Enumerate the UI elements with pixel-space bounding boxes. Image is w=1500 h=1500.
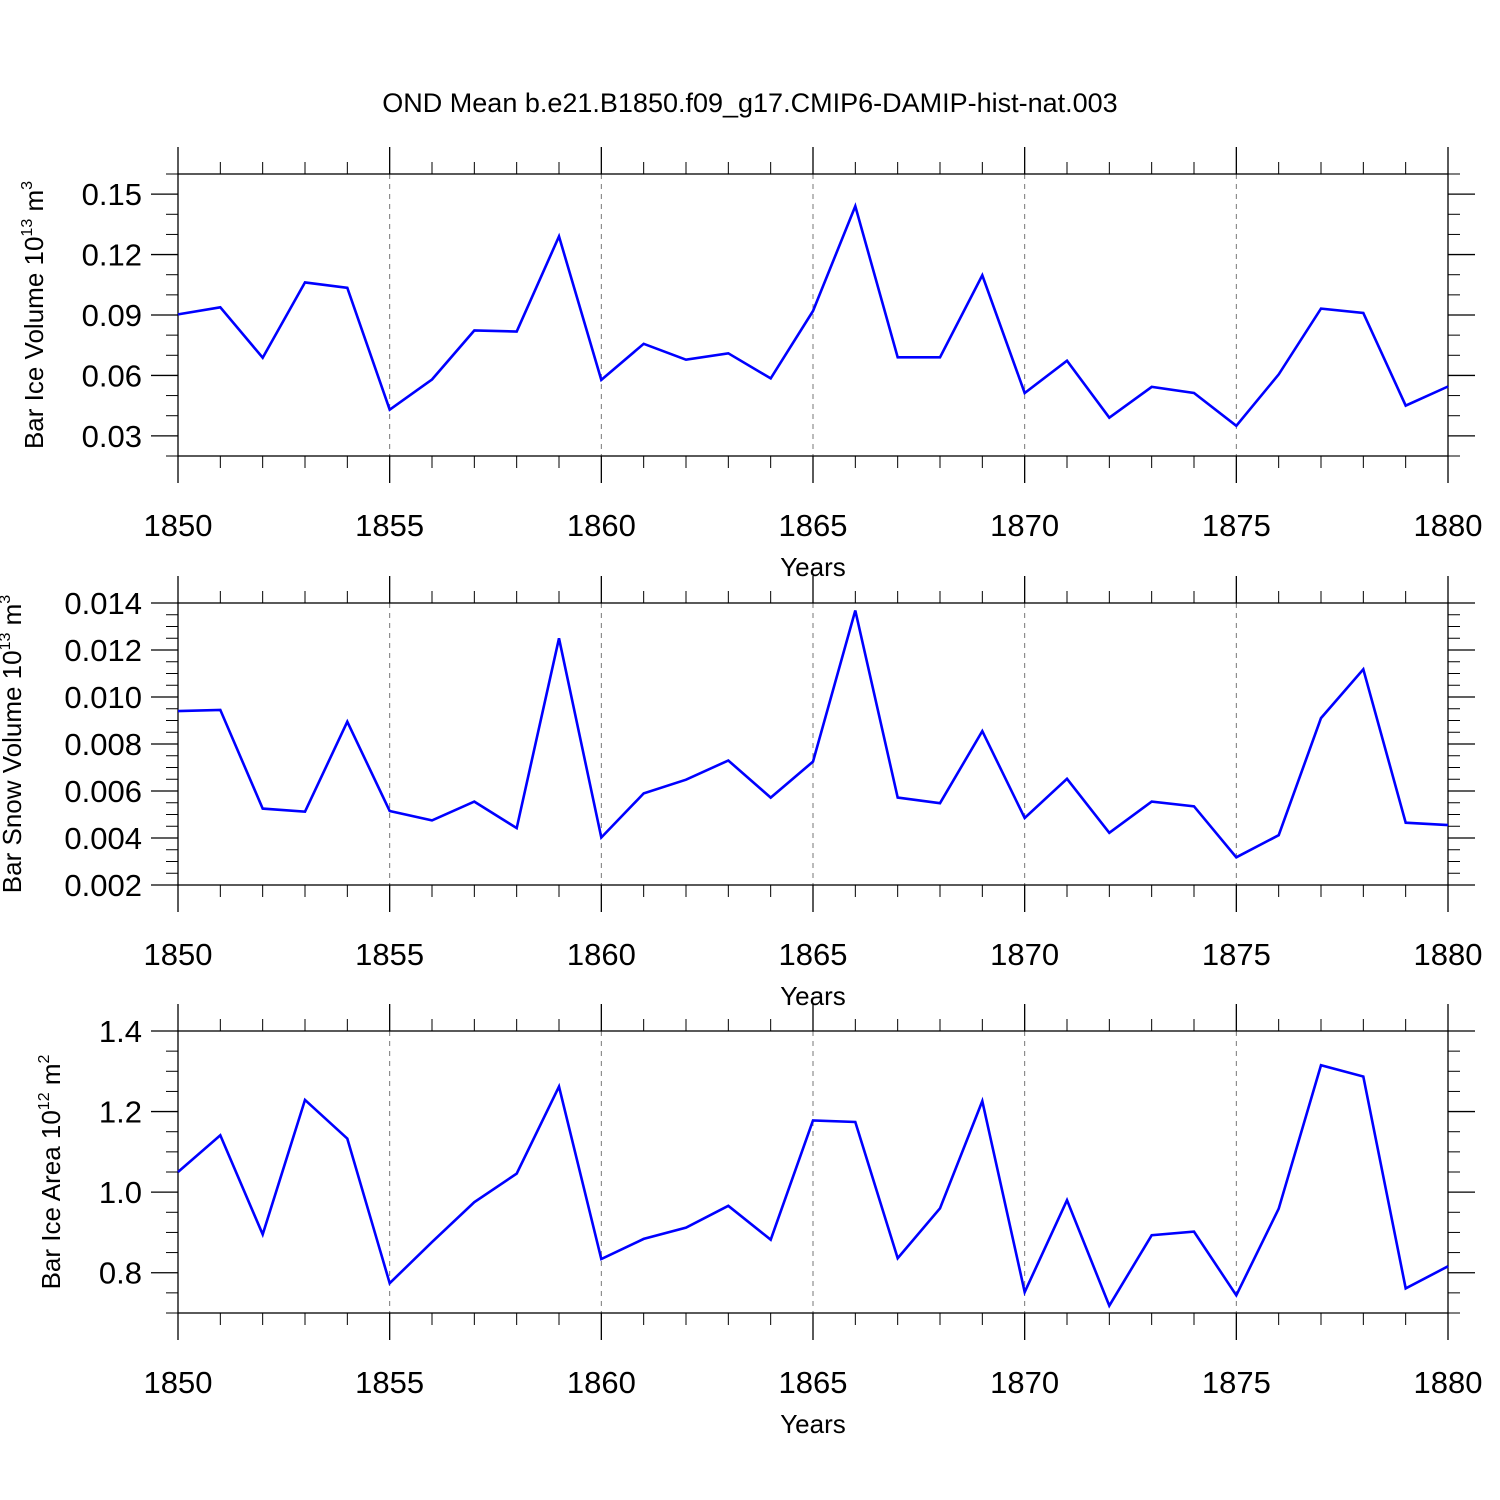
y-tick-label: 0.03: [82, 419, 142, 454]
x-tick-label: 1870: [990, 508, 1059, 543]
y-tick-label: 1.2: [99, 1095, 142, 1130]
panel-3: 0.8 1.0 1.2 1.4 1850 1855 1860 1865 1870 1875 1880…: [36, 1004, 1482, 1439]
y-tick-label: 0.15: [82, 177, 142, 212]
x-tick-label: 1855: [355, 508, 424, 543]
x-tick-label: 1870: [990, 937, 1059, 972]
y-tick-label: 0.014: [64, 586, 142, 621]
x-tick-label: 1875: [1202, 1365, 1271, 1400]
x-tick-label: 1855: [355, 937, 424, 972]
y-tick-label: 1.0: [99, 1175, 142, 1210]
x-tick-label: 1880: [1414, 937, 1483, 972]
y-tick-label: 0.010: [64, 680, 142, 715]
x-tick-label: 1880: [1414, 1365, 1483, 1400]
y-tick-label: 0.12: [82, 238, 142, 273]
series-line: [177, 202, 1449, 428]
panel-2: 0.002 0.004 0.006 0.008 0.010 0.012 0.014 1850 1…: [0, 576, 1482, 1011]
y-tick-label: 0.004: [64, 821, 142, 856]
panel-1: 0.03 0.06 0.09 0.12 0.15 1850 1855 1860 1865 1870…: [19, 147, 1482, 582]
y-tick-label: 0.06: [82, 358, 142, 393]
x-tick-label: 1880: [1414, 508, 1483, 543]
y-tick-label: 0.09: [82, 298, 142, 333]
x-tick-label: 1865: [779, 1365, 848, 1400]
y-tick-label: 0.012: [64, 633, 142, 668]
series-line: [177, 610, 1449, 859]
x-tick-label: 1860: [567, 508, 636, 543]
x-tick-label: 1875: [1202, 508, 1271, 543]
x-tick-label: 1860: [567, 1365, 636, 1400]
y-tick-label: 0.002: [64, 868, 142, 903]
series-line: [177, 1063, 1449, 1309]
panels: 0.03 0.06 0.09 0.12 0.15 1850 1855 1860 1865 1870…: [0, 147, 1482, 1439]
x-tick-label: 1850: [144, 508, 213, 543]
y-axis-label: Bar Snow Volume 1013 m3: [0, 595, 27, 894]
plot-frame: [177, 173, 1449, 457]
y-tick-label: 0.006: [64, 774, 142, 809]
x-tick-label: 1875: [1202, 937, 1271, 972]
figure-title: OND Mean b.e21.B1850.f09_g17.CMIP6-DAMIP…: [382, 88, 1117, 118]
x-tick-label: 1870: [990, 1365, 1059, 1400]
x-tick-label: 1855: [355, 1365, 424, 1400]
y-axis-label: Bar Ice Area 1012 m2: [36, 1054, 66, 1289]
y-tick-label: 1.4: [99, 1014, 142, 1049]
y-axis-label: Bar Ice Volume 1013 m3: [19, 181, 49, 449]
x-axis-label: Years: [780, 1409, 846, 1439]
y-tick-label: 0.8: [99, 1256, 142, 1291]
x-tick-label: 1865: [779, 937, 848, 972]
y-tick-label: 0.008: [64, 727, 142, 762]
x-tick-label: 1850: [144, 1365, 213, 1400]
x-tick-label: 1860: [567, 937, 636, 972]
x-tick-label: 1865: [779, 508, 848, 543]
x-tick-label: 1850: [144, 937, 213, 972]
plot-frame: [177, 602, 1449, 886]
